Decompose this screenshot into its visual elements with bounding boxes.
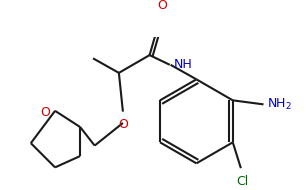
Text: NH: NH <box>174 58 192 71</box>
Text: NH$_2$: NH$_2$ <box>267 97 292 112</box>
Text: O: O <box>40 106 50 119</box>
Text: O: O <box>118 118 128 131</box>
Text: Cl: Cl <box>236 175 249 188</box>
Text: O: O <box>157 0 167 12</box>
